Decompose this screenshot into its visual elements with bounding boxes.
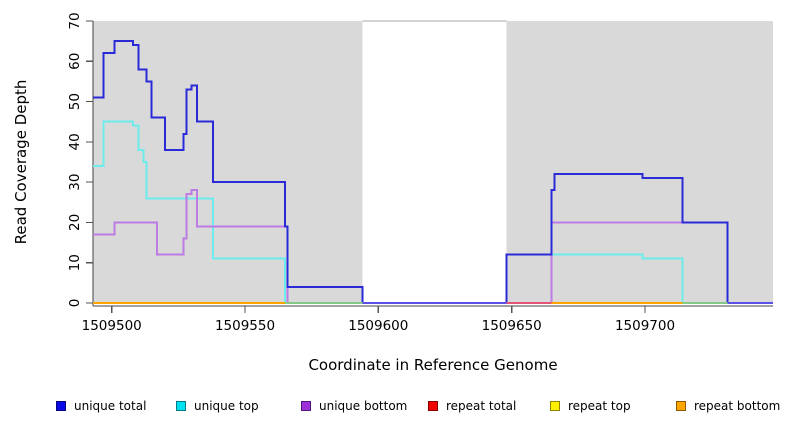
legend-item-unique-top: unique top	[176, 398, 259, 414]
x-tick-label: 1509700	[615, 318, 675, 334]
legend-item-repeat-top: repeat top	[550, 398, 631, 414]
legend-swatch-unique-bottom	[301, 401, 311, 411]
y-tick-label: 30	[67, 174, 83, 191]
legend-label: repeat top	[568, 399, 631, 413]
legend-label: unique top	[194, 399, 259, 413]
y-tick-label: 70	[67, 12, 83, 29]
legend-item-unique-bottom: unique bottom	[301, 398, 407, 414]
y-tick-label: 10	[67, 254, 83, 271]
legend-label: unique total	[74, 399, 147, 413]
legend-label: unique bottom	[319, 399, 408, 413]
legend-label: repeat bottom	[694, 399, 781, 413]
x-tick-label: 1509600	[348, 318, 408, 334]
y-tick-label: 20	[67, 214, 83, 231]
shaded-region	[93, 21, 363, 303]
legend-swatch-repeat-top	[550, 401, 560, 411]
legend-swatch-unique-total	[56, 401, 66, 411]
y-tick-label: 50	[67, 93, 83, 110]
series-unique-top	[93, 120, 773, 304]
shaded-region	[506, 21, 773, 303]
series-unique-total	[93, 40, 773, 304]
y-tick-label: 60	[67, 53, 83, 70]
legend-item-unique-total: unique total	[56, 398, 146, 414]
legend: unique total unique top unique bottom repea…	[0, 398, 792, 420]
y-tick-label: 40	[67, 133, 83, 150]
x-tick-label: 1509500	[82, 318, 142, 334]
x-tick-label: 1509650	[482, 318, 542, 334]
legend-item-repeat-total: repeat total	[428, 398, 516, 414]
y-axis-title: Read Coverage Depth	[12, 79, 30, 245]
legend-item-repeat-bottom: repeat bottom	[676, 398, 780, 414]
legend-swatch-repeat-total	[428, 401, 438, 411]
x-axis-title: Coordinate in Reference Genome	[308, 356, 558, 374]
legend-swatch-unique-top	[176, 401, 186, 411]
legend-label: repeat total	[446, 399, 517, 413]
x-tick-label: 1509550	[215, 318, 275, 334]
y-tick-label: 0	[67, 299, 83, 308]
legend-swatch-repeat-bottom	[676, 401, 686, 411]
